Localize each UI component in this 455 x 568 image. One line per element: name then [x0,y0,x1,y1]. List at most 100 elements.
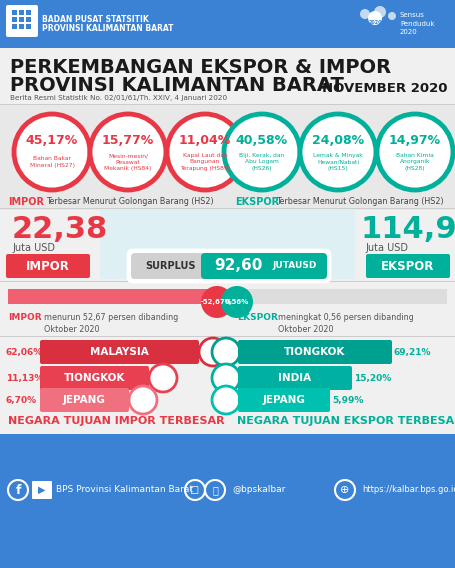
Text: Sensus
Penduduk
2020: Sensus Penduduk 2020 [400,12,435,35]
Text: 15,20%: 15,20% [354,374,391,382]
Circle shape [213,339,239,365]
Circle shape [224,114,300,190]
Circle shape [149,364,177,392]
Text: 69,21%: 69,21% [394,348,431,357]
Text: Terbesar Menurut Golongan Barang (HS2): Terbesar Menurut Golongan Barang (HS2) [276,197,444,206]
FancyBboxPatch shape [0,208,455,209]
Circle shape [14,114,90,190]
FancyBboxPatch shape [0,105,455,210]
Circle shape [212,338,240,366]
Text: 15,77%: 15,77% [102,135,154,148]
Circle shape [167,114,243,190]
Text: 14,97%: 14,97% [389,135,441,148]
FancyBboxPatch shape [0,281,455,282]
Circle shape [212,364,240,392]
Text: 24,08%: 24,08% [312,135,364,148]
Text: MALAYSIA: MALAYSIA [90,347,149,357]
FancyBboxPatch shape [100,209,355,279]
FancyBboxPatch shape [40,388,129,412]
Circle shape [201,286,233,318]
Text: 114,98: 114,98 [360,215,455,244]
Text: Kapal Laut dan
Bangunan
Terapung (HS89): Kapal Laut dan Bangunan Terapung (HS89) [180,153,230,171]
Text: EKSPOR: EKSPOR [237,313,278,322]
FancyBboxPatch shape [19,17,24,22]
Text: PROVINSI KALIMANTAN BARAT: PROVINSI KALIMANTAN BARAT [10,76,344,95]
FancyBboxPatch shape [0,336,455,337]
Circle shape [374,6,386,18]
Text: Bahan Bakar
Mineral (HS27): Bahan Bakar Mineral (HS27) [30,156,75,168]
FancyBboxPatch shape [0,104,455,105]
FancyBboxPatch shape [366,254,450,278]
Circle shape [388,12,396,20]
Text: -52,67%: -52,67% [201,299,233,305]
Text: @bpskalbar: @bpskalbar [232,486,285,495]
Text: menurun 52,67 persen dibanding
Oktober 2020: menurun 52,67 persen dibanding Oktober 2… [44,313,178,334]
Text: SURPLUS: SURPLUS [145,261,195,271]
FancyBboxPatch shape [237,289,247,304]
Text: 🐦: 🐦 [212,485,218,495]
Circle shape [213,365,239,391]
FancyBboxPatch shape [12,10,17,15]
Circle shape [360,9,370,19]
Text: NEGARA TUJUAN EKSPOR TERBESAR: NEGARA TUJUAN EKSPOR TERBESAR [237,416,455,426]
FancyBboxPatch shape [8,289,218,304]
Circle shape [199,338,227,366]
Text: 62,06%: 62,06% [6,348,43,357]
Circle shape [300,114,376,190]
Circle shape [213,387,239,413]
Text: ◻: ◻ [190,485,200,495]
Text: NOVEMBER 2020: NOVEMBER 2020 [323,81,448,94]
Text: Terbesar Menurut Golongan Barang (HS2): Terbesar Menurut Golongan Barang (HS2) [46,197,214,206]
Text: Biji, Kerak, dan
Abu Logam
(HS26): Biji, Kerak, dan Abu Logam (HS26) [239,153,285,171]
Text: IMPOR: IMPOR [26,260,70,273]
Text: Bahan Kimia
Anorganik
(HS28): Bahan Kimia Anorganik (HS28) [396,153,434,171]
Text: EKSPOR: EKSPOR [235,197,279,207]
Text: meningkat 0,56 persen dibanding
Oktober 2020: meningkat 0,56 persen dibanding Oktober … [278,313,414,334]
FancyBboxPatch shape [40,366,149,390]
Text: Berita Resmi Statistik No. 02/01/61/Th. XXIV, 4 Januari 2020: Berita Resmi Statistik No. 02/01/61/Th. … [10,95,227,101]
Text: INDIA: INDIA [278,373,312,383]
Text: 2020: 2020 [368,20,382,26]
Text: BPS Provinsi Kalimantan Barat: BPS Provinsi Kalimantan Barat [56,486,193,495]
FancyBboxPatch shape [128,250,330,282]
Circle shape [221,286,253,318]
Circle shape [368,11,382,25]
Text: Mesin-mesin/
Pesawat
Mekanik (HS84): Mesin-mesin/ Pesawat Mekanik (HS84) [104,153,152,171]
FancyBboxPatch shape [6,5,38,37]
Circle shape [150,365,176,391]
Text: JUTAUSD: JUTAUSD [273,261,317,270]
Text: 11,04%: 11,04% [179,135,231,148]
Text: JEPANG: JEPANG [263,395,305,405]
Circle shape [129,386,157,414]
FancyBboxPatch shape [201,253,327,279]
FancyBboxPatch shape [8,289,213,304]
Text: 6,70%: 6,70% [6,395,37,404]
FancyBboxPatch shape [19,10,24,15]
FancyBboxPatch shape [6,254,90,278]
Text: PERKEMBANGAN EKSPOR & IMPOR: PERKEMBANGAN EKSPOR & IMPOR [10,58,391,77]
Text: IMPOR: IMPOR [8,313,41,322]
Text: https://kalbar.bps.go.id: https://kalbar.bps.go.id [362,486,455,495]
Circle shape [90,114,166,190]
FancyBboxPatch shape [12,24,17,29]
FancyBboxPatch shape [26,17,31,22]
FancyBboxPatch shape [32,481,52,499]
Text: Lemak & Minyak
Hewan/Nabati
(HS15): Lemak & Minyak Hewan/Nabati (HS15) [313,153,363,171]
Text: Juta USD: Juta USD [12,243,55,253]
FancyBboxPatch shape [237,289,447,304]
Text: 40,58%: 40,58% [236,135,288,148]
FancyBboxPatch shape [238,388,330,412]
FancyBboxPatch shape [12,17,17,22]
Text: NEGARA TUJUAN IMPOR TERBESAR: NEGARA TUJUAN IMPOR TERBESAR [8,416,225,426]
Text: 0,56%: 0,56% [225,299,249,305]
Circle shape [212,386,240,414]
FancyBboxPatch shape [0,434,455,568]
FancyBboxPatch shape [131,253,209,279]
FancyBboxPatch shape [0,0,455,48]
Text: 5,99%: 5,99% [332,395,364,404]
Text: IMPOR: IMPOR [8,197,44,207]
Text: JEPANG: JEPANG [63,395,106,405]
FancyBboxPatch shape [238,340,392,364]
Circle shape [377,114,453,190]
FancyBboxPatch shape [26,10,31,15]
